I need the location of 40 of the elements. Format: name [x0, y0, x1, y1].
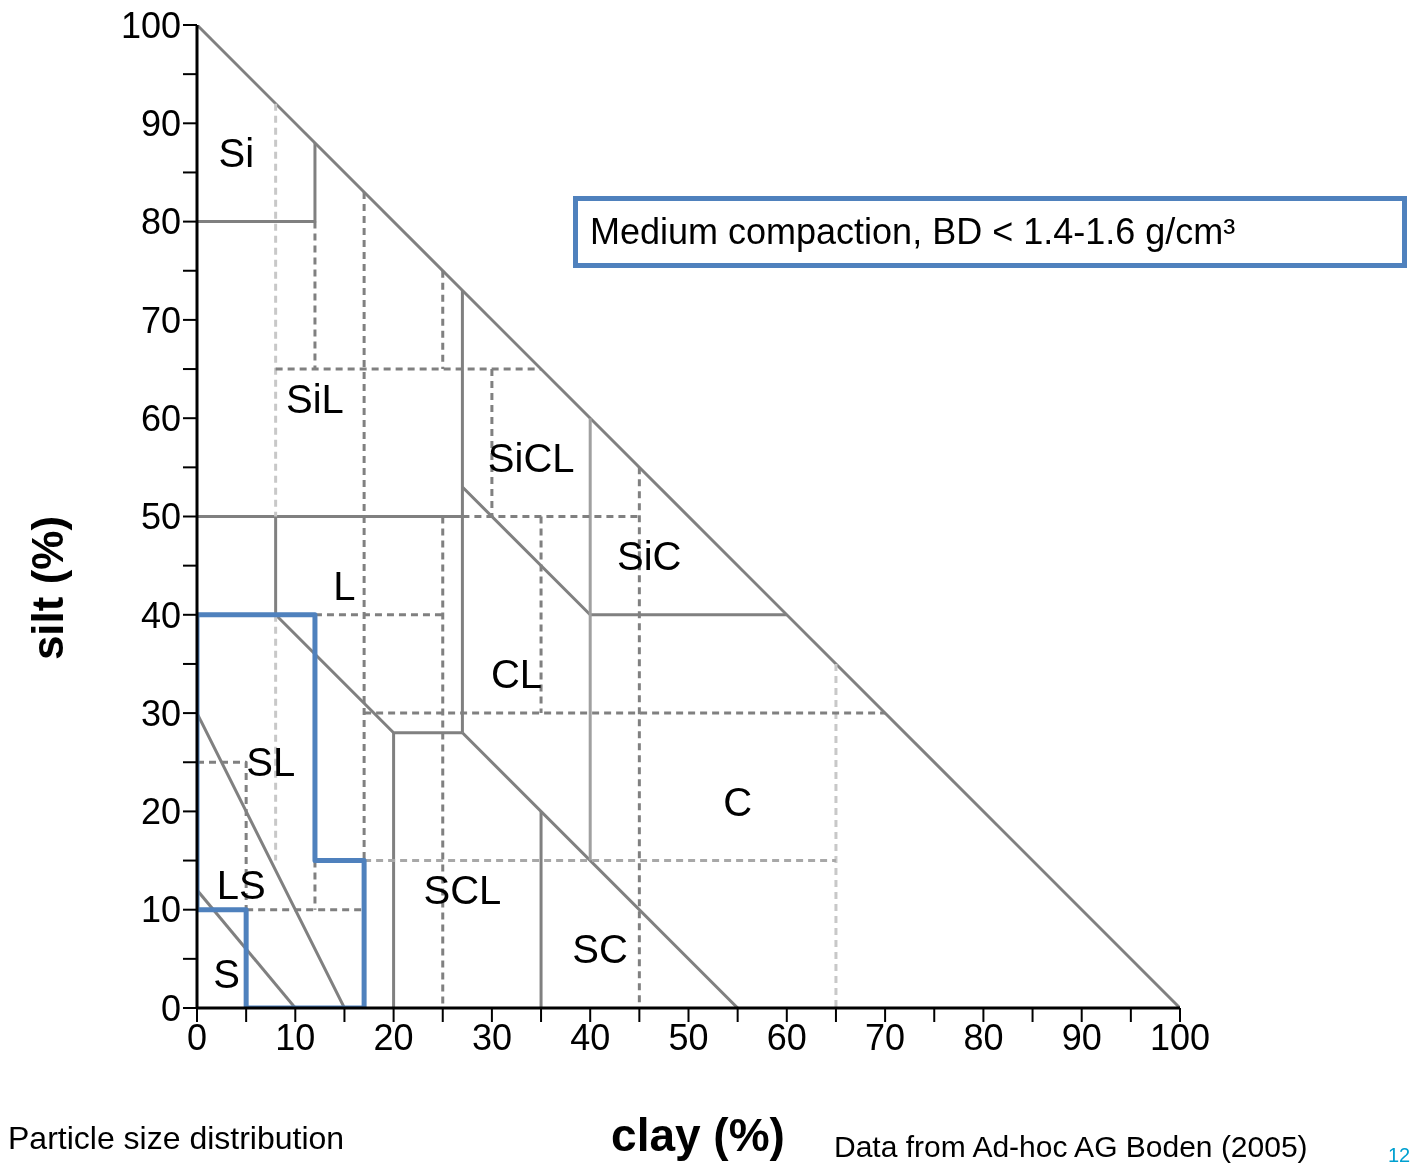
annotation: C: [723, 779, 753, 824]
y-axis-title: silt (%): [23, 515, 73, 661]
annotation: SiCL: [487, 435, 575, 480]
x-tick-label: 10: [275, 1016, 316, 1058]
y-tick-label: 50: [140, 496, 181, 538]
annotation: SC: [572, 927, 628, 972]
y-tick-label: 80: [140, 201, 181, 243]
y-tick-label: 60: [140, 397, 181, 439]
y-tick-label: 0: [160, 987, 181, 1029]
x-tick-label: 20: [373, 1016, 414, 1058]
x-tick-label: 90: [1061, 1016, 1102, 1058]
y-tick-label: 30: [140, 692, 181, 734]
x-tick-label: 70: [865, 1016, 906, 1058]
x-tick-label: 40: [570, 1016, 611, 1058]
y-tick-label: 20: [140, 791, 181, 833]
x-tick-label: 50: [668, 1016, 709, 1058]
annotation: L: [333, 563, 356, 608]
y-tick-label: 90: [140, 103, 181, 145]
annotation: CL: [490, 651, 543, 696]
callout-box: Medium compaction, BD < 1.4-1.6 g/cm³: [573, 196, 1407, 268]
annotation: LS: [216, 863, 266, 908]
annotation: SiL: [286, 376, 344, 421]
annotation: SL: [246, 740, 296, 785]
annotation: SCL: [423, 868, 502, 913]
annotation: Si: [218, 130, 255, 175]
annotation: SiC: [616, 534, 682, 579]
text: Data from Ad-hoc AG Boden (2005): [834, 1130, 1308, 1164]
x-axis-title: clay (%): [611, 1109, 785, 1161]
x-tick-label: 100: [1149, 1016, 1211, 1058]
x-tick-label: 0: [186, 1016, 208, 1058]
y-tick-label: 10: [140, 889, 181, 931]
annotation: S: [213, 951, 240, 996]
y-tick-label: 70: [140, 299, 181, 341]
x-tick-label: 80: [963, 1016, 1004, 1058]
x-tick-label: 60: [766, 1016, 807, 1058]
y-tick-label: 40: [140, 594, 181, 636]
y-tick-label: 100: [120, 4, 181, 46]
x-tick-label: 30: [471, 1016, 512, 1058]
text: Particle size distribution: [8, 1120, 345, 1157]
text: 12: [1388, 1144, 1411, 1167]
